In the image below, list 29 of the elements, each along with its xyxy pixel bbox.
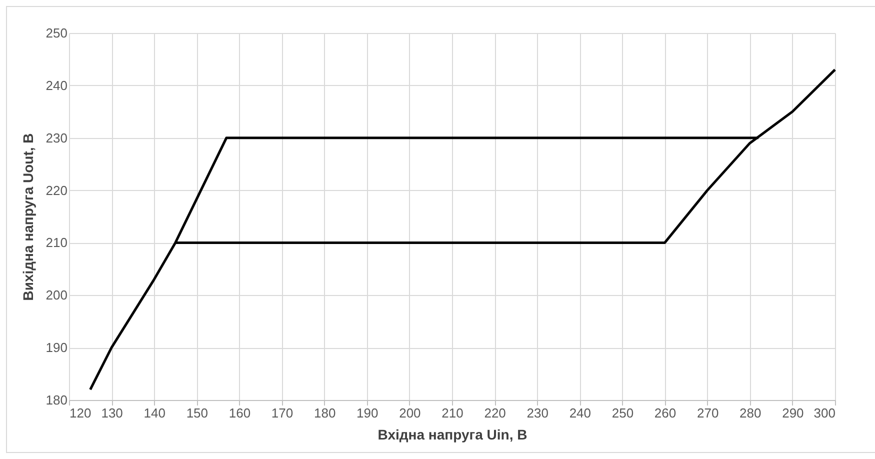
x-tick-label: 180 — [314, 406, 336, 420]
y-tick-label: 250 — [46, 26, 68, 40]
y-tick-label: 220 — [46, 182, 68, 198]
x-tick-label: 290 — [782, 406, 804, 420]
x-tick-label: 250 — [612, 406, 634, 420]
x-tick-label: 150 — [186, 406, 208, 420]
y-tick-label: 230 — [46, 130, 68, 146]
x-tick-label: 160 — [228, 406, 251, 420]
x-tick-label: 170 — [271, 406, 294, 420]
y-tick-label: 190 — [46, 340, 68, 356]
x-tick-label: 190 — [356, 406, 378, 420]
y-tick-label: 240 — [46, 78, 68, 93]
x-tick-label: 120 — [70, 406, 92, 420]
y-tick-label: 210 — [46, 235, 68, 250]
x-tick-label: 230 — [526, 406, 548, 420]
x-tick-label: 200 — [399, 406, 421, 420]
x-tick-label: 260 — [654, 406, 676, 420]
y-tick-label: 180 — [46, 392, 68, 408]
x-axis-title: Вхідна напруга Uin, В — [378, 426, 528, 442]
y-tick-label: 200 — [46, 288, 68, 303]
y-axis-title: Вихідна напруга Uout, В — [20, 133, 36, 301]
x-tick-label: 130 — [101, 406, 123, 420]
x-tick-label: 220 — [484, 406, 506, 420]
x-tick-label: 140 — [144, 406, 166, 420]
x-tick-label: 280 — [740, 406, 762, 420]
x-tick-label: 300 — [814, 406, 836, 420]
x-tick-label: 210 — [442, 406, 464, 420]
x-tick-label: 270 — [696, 406, 719, 420]
x-tick-label: 240 — [569, 406, 592, 420]
